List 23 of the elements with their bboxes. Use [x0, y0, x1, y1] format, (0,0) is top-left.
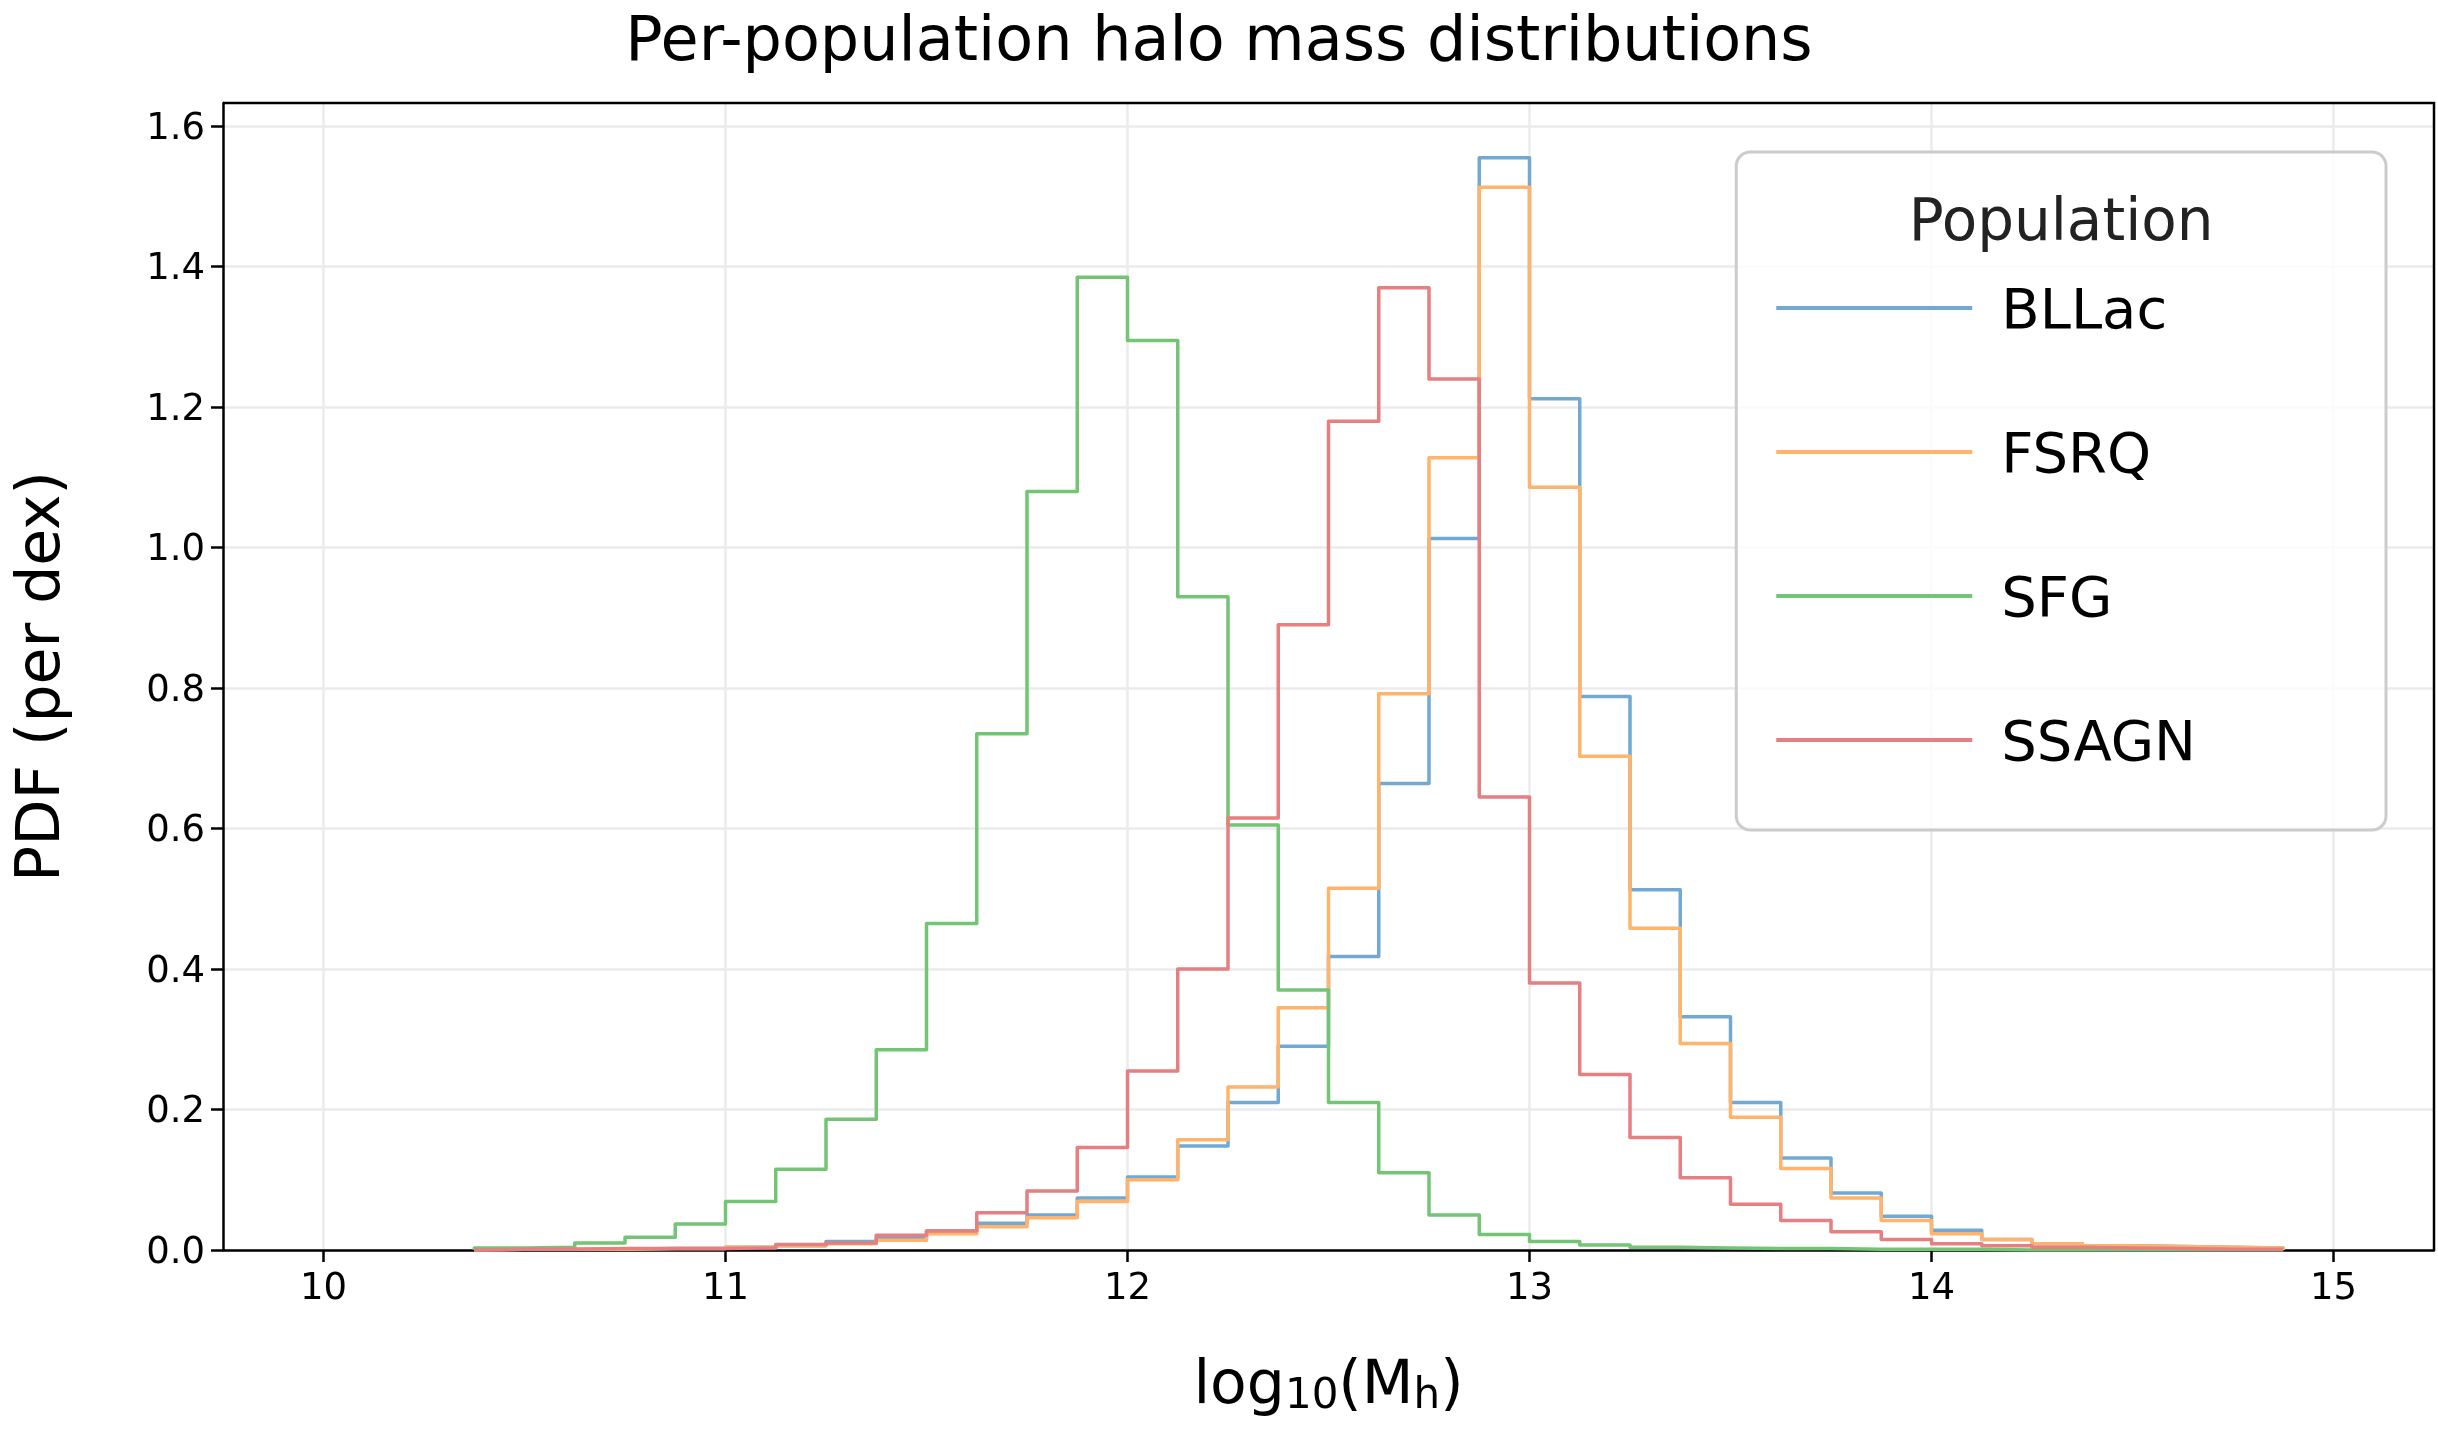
y-axis-title: PDF (per dex): [3, 471, 73, 882]
y-tick-label: 1.6: [146, 104, 205, 148]
x-tick-label: 13: [1505, 1265, 1554, 1308]
y-tick-label: 0.8: [146, 666, 205, 710]
y-tick-label: 1.4: [146, 245, 205, 289]
x-tick-label: 14: [1907, 1265, 1956, 1308]
legend-label: BLLac: [2001, 275, 2168, 341]
x-tick-label: 12: [1103, 1265, 1152, 1308]
y-tick-label: 0.2: [146, 1088, 205, 1132]
legend-label: SFG: [2001, 563, 2113, 629]
x-axis-title: log10(Mh): [1193, 1347, 1464, 1418]
x-tick-label: 11: [701, 1265, 750, 1308]
legend-title: Population: [1908, 185, 2214, 254]
x-tick-label: 10: [299, 1265, 348, 1308]
legend-label: SSAGN: [2001, 707, 2197, 773]
y-tick-label: 0.4: [146, 947, 205, 991]
y-tick-label: 1.2: [146, 385, 205, 429]
chart-title: Per-population halo mass distributions: [625, 1, 1813, 75]
legend-label: FSRQ: [2001, 419, 2152, 485]
y-tick-label: 0.6: [146, 807, 205, 851]
y-tick-label: 0.0: [146, 1228, 205, 1272]
y-tick-label: 1.0: [146, 526, 205, 570]
x-tick-label: 15: [2309, 1265, 2358, 1308]
